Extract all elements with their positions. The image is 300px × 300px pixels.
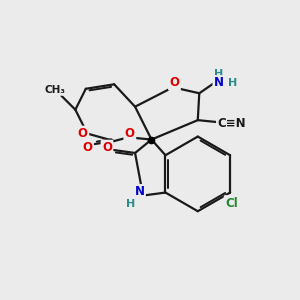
Text: H: H [214,70,223,80]
Text: O: O [169,76,179,89]
Text: O: O [82,140,92,154]
Text: CH₃: CH₃ [45,85,66,95]
Text: Cl: Cl [225,196,238,209]
Text: N: N [214,76,224,89]
Text: O: O [125,127,135,140]
Text: O: O [102,141,112,154]
Text: O: O [78,127,88,140]
Text: N: N [134,185,145,199]
Text: C≡N: C≡N [217,117,246,130]
Text: H: H [126,199,135,209]
Text: H: H [228,78,237,88]
